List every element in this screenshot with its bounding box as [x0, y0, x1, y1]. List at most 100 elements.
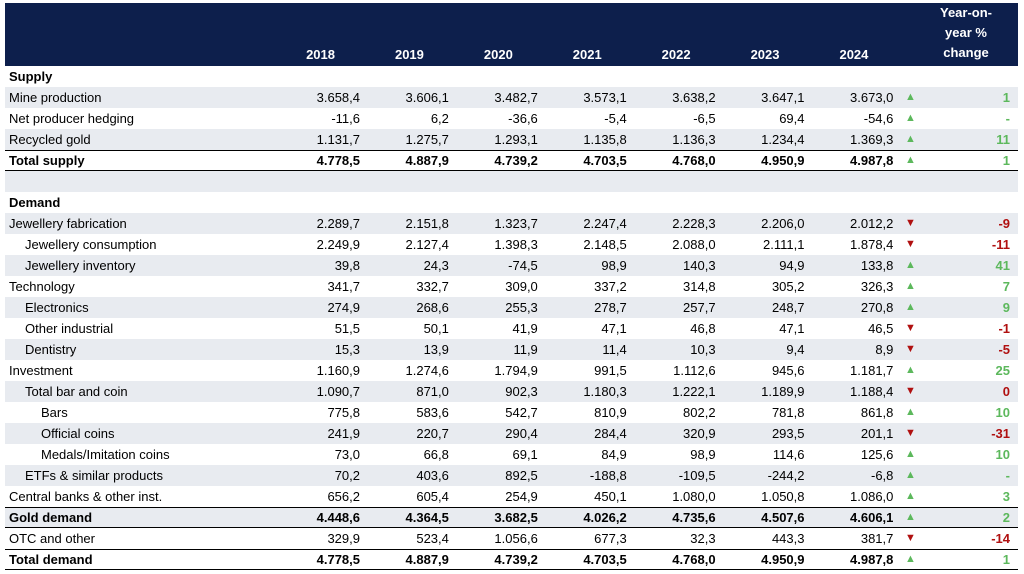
section-title: Demand [9, 195, 61, 210]
cell-value: 381,7 [860, 531, 894, 546]
row-label: Total supply [9, 153, 85, 168]
cell-value: 3.647,1 [761, 90, 805, 105]
cell-value: 1.050,8 [761, 489, 805, 504]
column-header: 2020 [483, 47, 513, 62]
cell-value: 1.323,7 [494, 216, 538, 231]
cell-value: -6,8 [870, 468, 894, 483]
cell-value: 2.228,3 [672, 216, 716, 231]
row-label: OTC and other [9, 531, 95, 546]
trend-arrow: ▲ [905, 280, 916, 292]
row-label: Mine production [9, 90, 102, 105]
cell-value: 293,5 [771, 426, 805, 441]
cell-value: 443,3 [771, 531, 805, 546]
cell-value: 2.247,4 [583, 216, 627, 231]
trend-arrow: ▼ [905, 427, 916, 439]
cell-value: 1.188,4 [850, 384, 894, 399]
cell-value: -5,4 [604, 111, 627, 126]
cell-value: 133,8 [860, 258, 894, 273]
cell-value: 523,4 [416, 531, 449, 546]
cell-value: 4.739,2 [494, 153, 538, 168]
cell-value: 337,2 [594, 279, 627, 294]
cell-value: 255,3 [505, 300, 538, 315]
cell-value: 3.638,2 [672, 90, 716, 105]
cell-value: 2.127,4 [405, 237, 449, 252]
cell-value: 69,4 [779, 111, 805, 126]
cell-value: 892,5 [505, 468, 538, 483]
change-value: 41 [995, 258, 1010, 273]
cell-value: 114,6 [772, 447, 805, 462]
cell-value: -244,2 [767, 468, 805, 483]
change-value: -9 [998, 216, 1010, 231]
data-row [5, 255, 1018, 276]
cell-value: 66,8 [423, 447, 449, 462]
trend-arrow: ▲ [905, 553, 916, 565]
cell-value: 13,9 [423, 342, 449, 357]
cell-value: 46,5 [868, 321, 894, 336]
row-label: ETFs & similar products [25, 468, 163, 483]
cell-value: 305,2 [771, 279, 805, 294]
change-value: 3 [1002, 489, 1010, 504]
cell-value: 15,3 [334, 342, 360, 357]
trend-arrow: ▲ [905, 406, 916, 418]
cell-value: 4.950,9 [761, 153, 805, 168]
cell-value: 4.703,5 [583, 153, 627, 168]
cell-value: 4.987,8 [850, 153, 894, 168]
data-row [5, 423, 1018, 444]
cell-value: 1.274,6 [405, 363, 449, 378]
cell-value: 4.735,6 [672, 510, 716, 525]
cell-value: 69,1 [512, 447, 538, 462]
cell-value: 781,8 [771, 405, 805, 420]
cell-value: 4.950,9 [761, 552, 805, 567]
trend-arrow: ▲ [905, 154, 916, 166]
cell-value: 51,5 [334, 321, 360, 336]
cell-value: -74,5 [508, 258, 538, 273]
trend-arrow: ▲ [905, 469, 916, 481]
row-label: Recycled gold [9, 132, 91, 147]
cell-value: 1.135,8 [583, 132, 627, 147]
row-label: Net producer hedging [9, 111, 135, 126]
trend-arrow: ▼ [905, 385, 916, 397]
cell-value: 24,3 [423, 258, 449, 273]
cell-value: 309,0 [505, 279, 538, 294]
change-value: -5 [998, 342, 1010, 357]
cell-value: 2.151,8 [405, 216, 449, 231]
cell-value: 2.111,1 [763, 237, 805, 252]
cell-value: 1.878,4 [850, 237, 894, 252]
cell-value: 9,4 [786, 342, 805, 357]
cell-value: 274,9 [327, 300, 360, 315]
change-value: 10 [995, 447, 1010, 462]
cell-value: 2.249,9 [316, 237, 360, 252]
cell-value: 3.482,7 [494, 90, 538, 105]
total-row [5, 507, 1018, 528]
cell-value: 8,9 [875, 342, 894, 357]
row-label: Total demand [9, 552, 93, 567]
cell-value: 47,1 [779, 321, 805, 336]
cell-value: 6,2 [430, 111, 449, 126]
trend-arrow: ▲ [905, 259, 916, 271]
cell-value: 140,3 [683, 258, 716, 273]
change-value: 1 [1002, 552, 1010, 567]
cell-value: -54,6 [863, 111, 894, 126]
cell-value: 583,6 [416, 405, 449, 420]
data-row [5, 297, 1018, 318]
cell-value: 3.606,1 [405, 90, 449, 105]
cell-value: 248,7 [771, 300, 805, 315]
column-header: 2022 [661, 47, 691, 62]
cell-value: 4.987,8 [850, 552, 894, 567]
cell-value: 1.112,6 [673, 363, 716, 378]
cell-value: 341,7 [327, 279, 360, 294]
data-row [5, 381, 1018, 402]
cell-value: 1.794,9 [494, 363, 538, 378]
cell-value: 46,8 [690, 321, 716, 336]
trend-arrow: ▲ [905, 448, 916, 460]
cell-value: 4.606,1 [850, 510, 894, 525]
trend-arrow: ▲ [905, 301, 916, 313]
change-value: 7 [1002, 279, 1010, 294]
cell-value: 11,4 [602, 342, 627, 357]
cell-value: 403,6 [416, 468, 449, 483]
change-value: 11 [996, 132, 1010, 147]
cell-value: 902,3 [505, 384, 538, 399]
trend-arrow: ▼ [905, 322, 916, 334]
column-header: 2021 [572, 47, 602, 62]
